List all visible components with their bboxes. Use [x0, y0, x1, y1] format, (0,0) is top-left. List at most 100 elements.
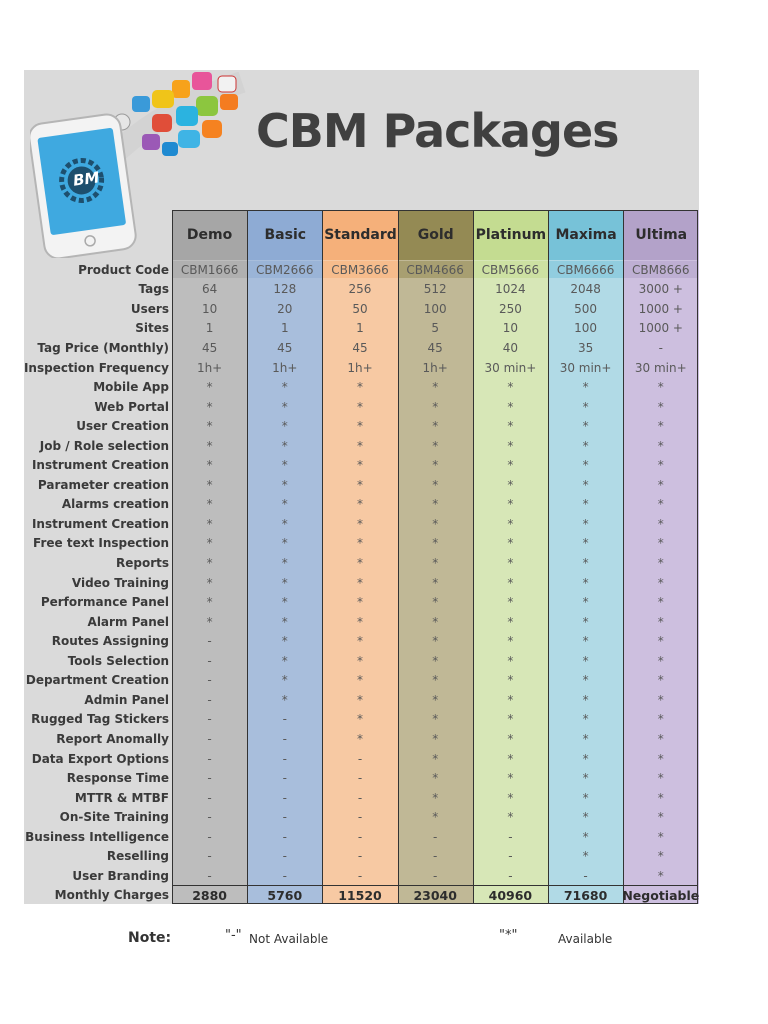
table-cell: * — [281, 458, 288, 473]
table-cell: CBM1666 — [180, 262, 239, 277]
table-cell: * — [657, 516, 664, 531]
table-cell: 250 — [498, 301, 522, 316]
code-band-platinum — [473, 261, 548, 278]
phone-logo-icon — [30, 113, 137, 258]
table-cell: * — [432, 751, 439, 766]
table-cell: * — [582, 634, 589, 649]
table-cell: * — [657, 556, 664, 571]
table-cell: 35 — [577, 340, 594, 355]
table-cell: * — [432, 458, 439, 473]
table-cell: 50 — [352, 301, 368, 316]
table-cell: * — [582, 497, 589, 512]
table-cell: * — [657, 849, 664, 864]
table-cell: * — [281, 516, 288, 531]
note-star-text: Available — [558, 932, 613, 946]
table-cell: 40960 — [488, 887, 533, 903]
table-cell: * — [507, 399, 514, 414]
table-cell: * — [657, 438, 664, 453]
row-label: User Creation — [76, 419, 169, 434]
table-cell: * — [657, 868, 664, 883]
row-label: Parameter creation — [37, 477, 169, 492]
table-cell: - — [207, 692, 212, 707]
table-cell: * — [281, 634, 288, 649]
table-cell: * — [206, 419, 213, 434]
table-cell: 40 — [502, 340, 519, 355]
table-cell: * — [507, 712, 514, 727]
table-cell: * — [507, 516, 514, 531]
table-cell: - — [357, 751, 363, 766]
table-cell: Negotiable — [622, 887, 700, 903]
table-cell: * — [507, 556, 514, 571]
table-cell: - — [207, 673, 212, 688]
table-cell: - — [433, 868, 438, 883]
table-cell: * — [432, 810, 439, 825]
table-cell: * — [432, 614, 439, 629]
table-cell: - — [508, 868, 513, 883]
row-label: Reselling — [106, 849, 169, 864]
table-cell: * — [432, 790, 439, 805]
table-cell: * — [582, 771, 589, 786]
table-cell: CBM6666 — [556, 262, 615, 277]
table-cell: * — [582, 673, 589, 688]
table-cell: * — [582, 556, 589, 571]
table-cell: * — [657, 399, 664, 414]
table-cell: * — [281, 399, 288, 414]
table-cell: - — [282, 849, 287, 864]
table-cell: 100 — [423, 301, 447, 316]
table-cell: * — [432, 595, 439, 610]
table-cell: 1h+ — [272, 360, 298, 375]
table-cell: * — [582, 829, 589, 844]
table-cell: * — [281, 673, 288, 688]
table-cell: * — [657, 653, 664, 668]
row-label: Free text Inspection — [33, 536, 169, 551]
table-cell: * — [657, 790, 664, 805]
table-cell: 10 — [502, 321, 519, 336]
table-cell: * — [582, 477, 589, 492]
table-cell: 45 — [352, 340, 368, 355]
row-label: Users — [130, 301, 169, 316]
table-cell: * — [507, 438, 514, 453]
table-cell: * — [206, 614, 213, 629]
table-cell: * — [206, 575, 213, 590]
table-cell: * — [657, 751, 664, 766]
table-cell: 1h+ — [196, 360, 223, 375]
table-cell: - — [433, 829, 438, 844]
table-cell: - — [433, 849, 438, 864]
table-cell: - — [658, 340, 663, 355]
table-cell: - — [357, 810, 363, 825]
row-label: Alarm Panel — [87, 614, 169, 629]
row-label: Admin Panel — [84, 692, 169, 707]
table-cell: * — [507, 419, 514, 434]
row-label: Performance Panel — [40, 595, 169, 610]
table-cell: * — [657, 810, 664, 825]
table-cell: 1000 + — [638, 321, 683, 336]
table-cell: * — [432, 516, 439, 531]
table-cell: * — [206, 497, 213, 512]
table-cell: - — [282, 751, 287, 766]
table-cell: * — [657, 712, 664, 727]
table-cell: - — [357, 849, 363, 864]
table-cell: - — [282, 790, 287, 805]
table-cell: * — [582, 653, 589, 668]
table-cell: * — [657, 614, 664, 629]
table-cell: * — [206, 399, 213, 414]
table-cell: * — [582, 516, 589, 531]
table-cell: CBM3666 — [331, 262, 389, 277]
column-maxima — [548, 210, 625, 904]
table-cell: * — [356, 399, 363, 414]
table-cell: * — [507, 653, 514, 668]
table-cell: * — [432, 653, 439, 668]
table-cell: * — [281, 419, 288, 434]
table-cell: * — [507, 731, 514, 746]
table-cell: 20 — [277, 301, 293, 316]
table-cell: - — [207, 771, 212, 786]
table-cell: - — [207, 829, 212, 844]
table-cell: - — [282, 731, 287, 746]
table-cell: 2880 — [192, 887, 227, 903]
table-cell: * — [507, 673, 514, 688]
table-cell: 1 — [205, 321, 214, 336]
table-cell: * — [281, 477, 288, 492]
table-cell: * — [657, 595, 664, 610]
table-cell: * — [432, 692, 439, 707]
table-cell: - — [282, 868, 287, 883]
